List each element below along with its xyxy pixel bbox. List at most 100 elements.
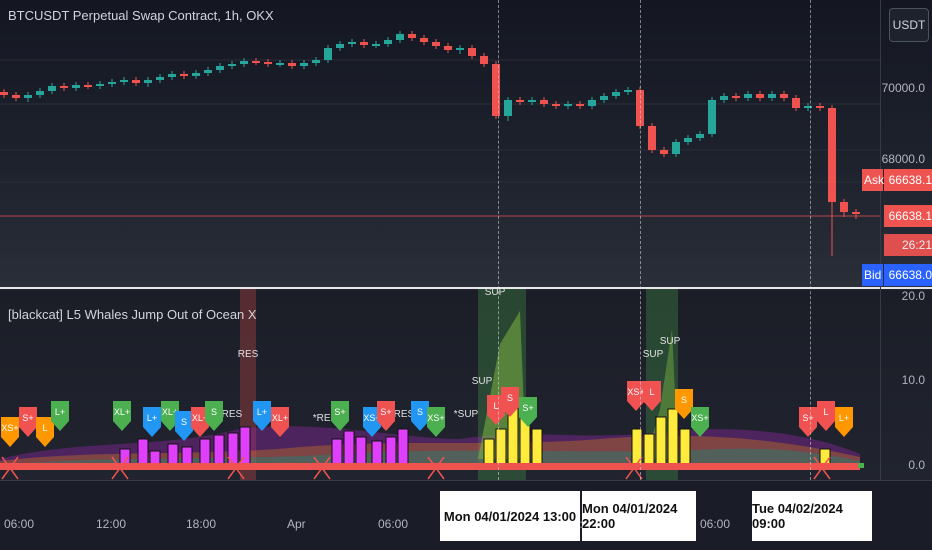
candle-body [708,100,716,134]
candle-body [696,134,704,138]
pane-divider[interactable] [0,287,932,289]
signal-badge [835,407,853,437]
time-label: 12:00 [96,517,127,531]
histogram-bar [137,438,149,468]
signal-badge-label: XS+ [627,387,644,397]
candle-body [660,150,668,154]
candle-body [480,56,488,64]
candle-body [204,70,212,73]
candle-body [528,100,536,102]
price-label: 68000.0 [881,152,925,166]
bid-tag: Bid [862,264,883,286]
candle-body [852,212,860,214]
signal-badge-label: S+ [380,407,391,417]
signal-badge-label: L+ [839,413,849,423]
signal-badge [161,401,179,431]
candle-body [576,104,584,106]
candle-body [552,104,560,106]
candlestick-chart[interactable] [0,0,880,287]
signal-badge-label: XS+ [427,413,444,423]
signal-badge [175,411,193,441]
candle-body [456,48,464,50]
signal-badge [817,401,835,431]
signal-badge-label: S [507,393,513,403]
candle-body [300,63,308,66]
signal-badge-label: S+ [522,403,533,413]
candle-body [672,142,680,154]
symbol-title[interactable]: BTCUSDT Perpetual Swap Contract, 1h, OKX [8,8,274,23]
candle-body [372,44,380,46]
sup-label: SUP [643,349,664,360]
histogram-bar [343,430,355,468]
signal-badge [363,407,381,437]
candle-body [384,40,392,44]
cross-marker [227,456,245,480]
candle-body [132,80,140,83]
histogram-bar [213,434,225,468]
sup-label: SUP [485,289,506,298]
signal-badge-label: L [42,423,47,433]
candle-body [468,48,476,56]
candle-body [144,80,152,83]
signal-badge-label: XL+ [192,413,208,423]
histogram-bar [655,416,667,468]
indicator-title[interactable]: [blackcat] L5 Whales Jump Out of Ocean X [8,307,257,322]
signal-badge-label: L [649,387,654,397]
time-label: 06:00 [700,517,731,531]
time-label: Apr [287,517,306,531]
candle-body [216,66,224,70]
signal-badge [271,407,289,437]
signal-badge [487,395,505,425]
crosshair-time-label: Tue 04/02/2024 09:00 [752,491,872,541]
price-scale[interactable]: 70000.0 68000.0 20.0 10.0 0.0 [880,0,932,480]
candle-body [336,44,344,48]
candle-body [840,202,848,212]
candle-body [252,61,260,63]
signal-badge-label: L+ [147,413,157,423]
price-pane[interactable]: BTCUSDT Perpetual Swap Contract, 1h, OKX [0,0,880,287]
candle-body [108,82,116,84]
histogram-bar [331,438,343,468]
indicator-pane[interactable]: RES *RES *RES *RES SUP *SUP SUP SUP SUP XS+ S+ L L+ X… [0,287,880,480]
candle-body [228,64,236,66]
ask-tag: Ask [862,169,884,191]
candle-body [0,92,8,95]
candle-body [348,42,356,44]
candle-body [600,96,608,100]
histogram-bar [531,428,543,468]
candle-body [504,100,512,116]
candle-body [588,100,596,106]
bid-price: 66638.0 [884,264,932,286]
signal-badge-label: XS+ [691,413,708,423]
cross-marker [313,456,331,480]
res-label: *RES [390,409,415,420]
signal-badge [675,389,693,419]
signal-badge [331,401,349,431]
signal-badge-label: S [417,407,423,417]
signal-badge-label: L+ [55,407,65,417]
candle-body [768,94,776,98]
histogram-bar [199,438,211,468]
signal-badge-label: L [493,401,498,411]
signal-badge [205,401,223,431]
time-label: 18:00 [186,517,217,531]
signal-badge [501,387,519,417]
signal-badge-label: S+ [802,413,813,423]
candle-body [684,138,692,142]
candle-body [444,46,452,50]
candle-body [540,100,548,104]
currency-button[interactable]: USDT [889,8,929,42]
candle-body [276,63,284,65]
signal-badge [143,407,161,437]
cross-marker [1,456,19,480]
candle-body [744,94,752,98]
signal-badge-label: S [681,395,687,405]
candle-body [36,91,44,95]
price-label: 70000.0 [881,81,925,95]
time-axis[interactable]: 06:00 12:00 18:00 Apr 06:00 18: 06:00 Mo… [0,480,932,550]
candle-body [828,108,836,202]
signal-badge [411,401,429,431]
bar-countdown: 26:21 [884,234,932,256]
